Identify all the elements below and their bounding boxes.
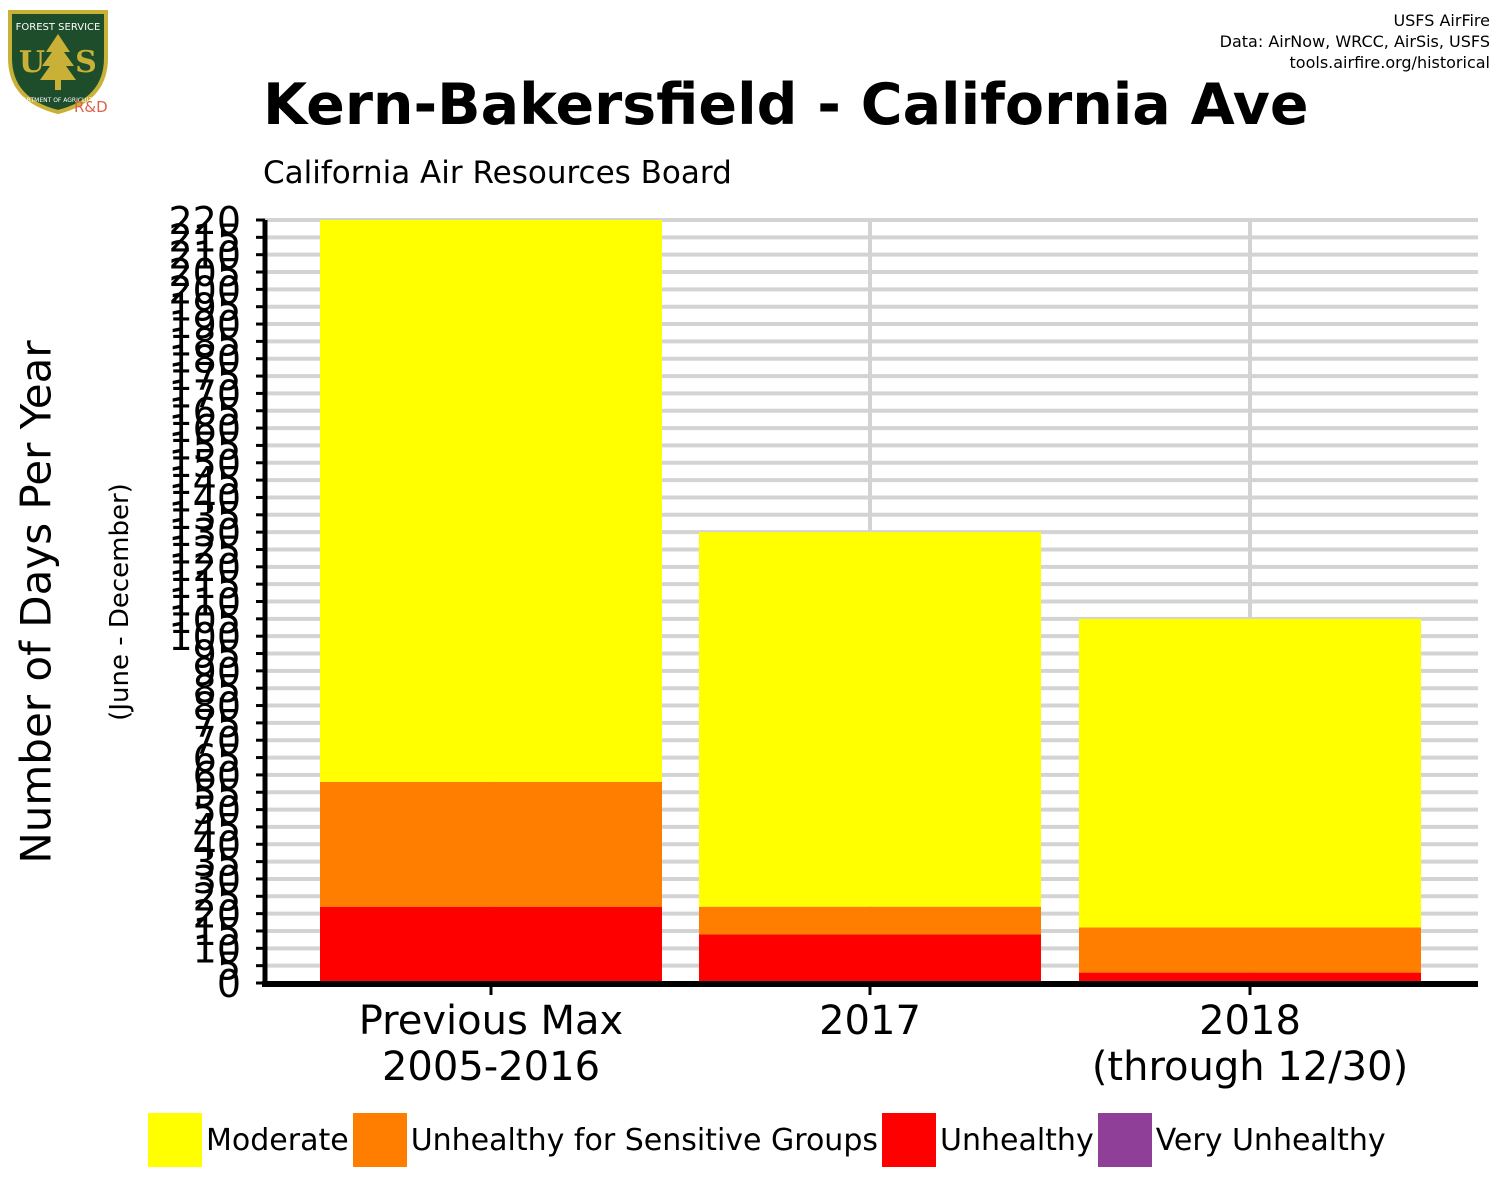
tree-icon xyxy=(40,34,76,80)
y-tick-label: 95 xyxy=(193,633,241,677)
y-tick-label: 145 xyxy=(168,459,241,503)
y-tick-label: 160 xyxy=(168,407,241,451)
y-tick-label: 115 xyxy=(168,563,241,607)
chart-subtitle: California Air Resources Board xyxy=(263,155,732,191)
y-tick-label: 5 xyxy=(217,945,241,989)
svg-text:U: U xyxy=(19,45,45,80)
bar-segment xyxy=(699,934,1041,983)
legend-item-very-unhealthy: Very Unhealthy xyxy=(1097,1113,1386,1167)
legend-swatch xyxy=(1097,1113,1152,1167)
legend-item-unhealthy: Unhealthy xyxy=(882,1113,1094,1167)
legend-label: Very Unhealthy xyxy=(1155,1122,1386,1158)
bar-segment xyxy=(699,906,1041,935)
credit-line: tools.airfire.org/historical xyxy=(1289,53,1490,72)
legend: Moderate Unhealthy for Sensitive Groups … xyxy=(148,1113,1390,1167)
y-tick-label: 125 xyxy=(168,528,241,572)
legend-label: Unhealthy for Sensitive Groups xyxy=(410,1122,878,1158)
credit-line: Data: AirNow, WRCC, AirSis, USFS xyxy=(1219,32,1490,51)
y-tick-label: 25 xyxy=(193,875,241,919)
x-tick-label: 2017 xyxy=(819,998,921,1044)
credit-line: USFS AirFire xyxy=(1393,11,1490,30)
bar-chart: 0510152025303540455055606570758085909510… xyxy=(168,199,1478,1090)
rd-label: R&D xyxy=(74,98,108,116)
y-tick-label: 65 xyxy=(193,737,241,781)
y-tick-label: 10 xyxy=(193,927,241,971)
bar-segment xyxy=(1079,618,1421,928)
x-tick-label: Previous Max xyxy=(359,998,623,1044)
legend-swatch xyxy=(882,1113,936,1167)
legend-label: Moderate xyxy=(206,1122,349,1158)
legend-swatch xyxy=(148,1113,202,1167)
bar-segment xyxy=(1079,927,1421,973)
y-tick-label: 175 xyxy=(168,355,241,399)
y-tick-label: 130 xyxy=(168,511,241,555)
y-tick-label: 75 xyxy=(193,702,241,746)
y-tick-label: 215 xyxy=(168,216,241,260)
y-tick-label: 90 xyxy=(193,650,241,694)
y-tick-label: 20 xyxy=(193,893,241,937)
y-tick-label: 110 xyxy=(168,581,241,625)
legend-item-moderate: Moderate xyxy=(148,1113,349,1167)
x-tick-label: 2018 xyxy=(1199,998,1301,1044)
y-tick-label: 220 xyxy=(168,199,241,243)
y-tick-label: 135 xyxy=(168,494,241,538)
svg-text:DEPARTMENT OF AGRICULTURE: DEPARTMENT OF AGRICULTURE xyxy=(11,97,105,104)
y-tick-label: 185 xyxy=(168,320,241,364)
x-tick-label: (through 12/30) xyxy=(1092,1044,1408,1090)
y-tick-label: 140 xyxy=(168,476,241,520)
y-tick-label: 85 xyxy=(193,667,241,711)
bar-segment xyxy=(1079,972,1421,983)
y-tick-label: 45 xyxy=(193,806,241,850)
legend-item-usg: Unhealthy for Sensitive Groups xyxy=(352,1113,878,1167)
y-tick-label: 190 xyxy=(168,303,241,347)
y-tick-label: 165 xyxy=(168,390,241,434)
bar-segment xyxy=(699,532,1041,907)
bar-segment xyxy=(320,220,662,782)
y-tick-label: 100 xyxy=(168,615,241,659)
y-tick-label: 200 xyxy=(168,268,241,312)
y-tick-label: 210 xyxy=(168,234,241,278)
x-tick-label: 2005-2016 xyxy=(382,1044,600,1090)
y-tick-label: 205 xyxy=(168,251,241,295)
y-tick-label: 60 xyxy=(193,754,241,798)
y-tick-label: 70 xyxy=(193,719,241,763)
y-tick-label: 40 xyxy=(193,823,241,867)
y-tick-label: 150 xyxy=(168,442,241,486)
y-tick-label: 155 xyxy=(168,424,241,468)
legend-label: Unhealthy xyxy=(940,1122,1094,1158)
y-tick-label: 180 xyxy=(168,338,241,382)
usfs-logo: FOREST SERVICE U S DEPARTMENT OF AGRICUL… xyxy=(8,10,108,115)
y-tick-label: 80 xyxy=(193,685,241,729)
svg-text:FOREST SERVICE: FOREST SERVICE xyxy=(16,22,101,33)
y-tick-label: 195 xyxy=(168,286,241,330)
y-tick-label: 30 xyxy=(193,858,241,902)
svg-text:S: S xyxy=(75,45,97,80)
y-tick-label: 50 xyxy=(193,789,241,833)
y-tick-label: 120 xyxy=(168,546,241,590)
chart-title: Kern-Bakersfield - California Ave xyxy=(263,72,1309,138)
y-tick-label: 15 xyxy=(193,910,241,954)
y-tick-label: 170 xyxy=(168,372,241,416)
bar-segment xyxy=(320,906,662,983)
y-tick-label: 105 xyxy=(168,598,241,642)
credits: USFS AirFire Data: AirNow, WRCC, AirSis,… xyxy=(1220,10,1490,73)
y-tick-label: 55 xyxy=(193,771,241,815)
bar-segment xyxy=(320,781,662,907)
y-tick-label: 0 xyxy=(217,962,241,1006)
legend-swatch xyxy=(352,1113,407,1167)
y-tick-label: 35 xyxy=(193,841,241,885)
